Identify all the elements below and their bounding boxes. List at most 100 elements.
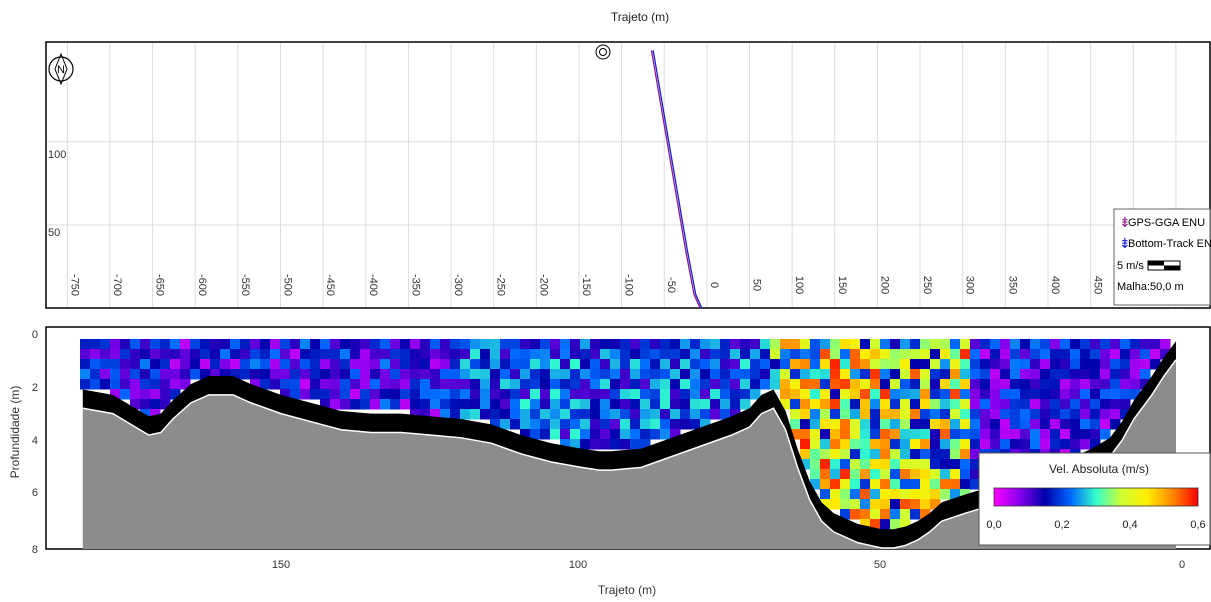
heatmap-cell [700,359,711,370]
heatmap-cell [850,369,861,380]
heatmap-cell [970,449,981,460]
heatmap-cell [590,379,601,390]
heatmap-cell [660,389,671,400]
heatmap-cell [970,409,981,420]
heatmap-cell [440,359,451,370]
heatmap-cell [1020,389,1031,400]
heatmap-cell [850,389,861,400]
heatmap-cell [470,379,481,390]
heatmap-cell [500,339,511,350]
heatmap-cell [960,349,971,360]
heatmap-cell [690,389,701,400]
heatmap-cell [540,419,551,430]
heatmap-cell [800,349,811,360]
velocity-heatmap [80,339,1171,530]
heatmap-cell [1100,349,1111,360]
heatmap-cell [450,379,461,390]
heatmap-cell [930,369,941,380]
heatmap-cell [520,359,531,370]
heatmap-cell [440,409,451,420]
heatmap-cell [690,359,701,370]
heatmap-cell [450,349,461,360]
heatmap-cell [910,449,921,460]
heatmap-cell [550,369,561,380]
heatmap-cell [900,449,911,460]
heatmap-cell [770,349,781,360]
top-x-tick: -50 [665,277,677,293]
heatmap-cell [1010,379,1021,390]
bottom-ylabel: Profundidade (m) [8,386,22,479]
heatmap-cell [920,449,931,460]
top-panel: -750 -700 -650 -600 -550 -500 -450 -400 -350 -300… [45,41,1211,309]
heatmap-cell [700,379,711,390]
heatmap-cell [880,449,891,460]
heatmap-cell [500,379,511,390]
heatmap-cell [1090,339,1101,350]
heatmap-cell [560,359,571,370]
heatmap-cell [850,379,861,390]
heatmap-cell [980,339,991,350]
heatmap-cell [320,339,331,350]
heatmap-cell [1010,409,1021,420]
heatmap-cell [610,389,621,400]
top-x-tick: 250 [921,276,933,294]
heatmap-cell [120,339,131,350]
heatmap-cell [970,469,981,480]
heatmap-cell [1090,359,1101,370]
heatmap-cell [560,429,571,440]
heatmap-cell [170,379,181,390]
heatmap-cell [1060,389,1071,400]
heatmap-cell [1070,409,1081,420]
heatmap-cell [300,379,311,390]
heatmap-cell [360,349,371,360]
heatmap-cell [890,419,901,430]
heatmap-cell [790,379,801,390]
heatmap-cell [630,339,641,350]
heatmap-cell [130,369,141,380]
heatmap-cell [350,359,361,370]
heatmap-cell [200,369,211,380]
heatmap-cell [980,389,991,400]
heatmap-cell [1040,339,1051,350]
heatmap-cell [810,449,821,460]
heatmap-cell [520,399,531,410]
heatmap-cell [630,439,641,450]
heatmap-cell [530,389,541,400]
heatmap-cell [1060,359,1071,370]
top-x-tick: 200 [878,276,890,294]
gps-track-line [650,50,701,309]
heatmap-cell [240,369,251,380]
heatmap-cell [1080,379,1091,390]
x-tick: 100 [569,559,587,571]
x-tick: 0 [1179,559,1185,571]
heatmap-cell [460,379,471,390]
heatmap-cell [830,499,841,510]
heatmap-cell [930,379,941,390]
heatmap-cell [570,379,581,390]
heatmap-cell [1140,339,1151,350]
heatmap-cell [710,339,721,350]
heatmap-cell [490,409,501,420]
heatmap-cell [830,409,841,420]
heatmap-cell [800,409,811,420]
heatmap-cell [900,389,911,400]
heatmap-cell [110,389,121,400]
heatmap-cell [950,429,961,440]
heatmap-cell [420,389,431,400]
heatmap-cell [560,439,571,450]
heatmap-cell [580,399,591,410]
heatmap-cell [760,369,771,380]
heatmap-cell [970,349,981,360]
heatmap-cell [910,369,921,380]
heatmap-cell [690,399,701,410]
heatmap-cell [670,339,681,350]
heatmap-cell [970,339,981,350]
heatmap-cell [120,349,131,360]
heatmap-cell [1010,389,1021,400]
heatmap-cell [640,419,651,430]
heatmap-cell [990,409,1001,420]
heatmap-cell [620,419,631,430]
heatmap-cell [480,389,491,400]
heatmap-cell [810,429,821,440]
riverbed-terrain [82,359,1176,549]
